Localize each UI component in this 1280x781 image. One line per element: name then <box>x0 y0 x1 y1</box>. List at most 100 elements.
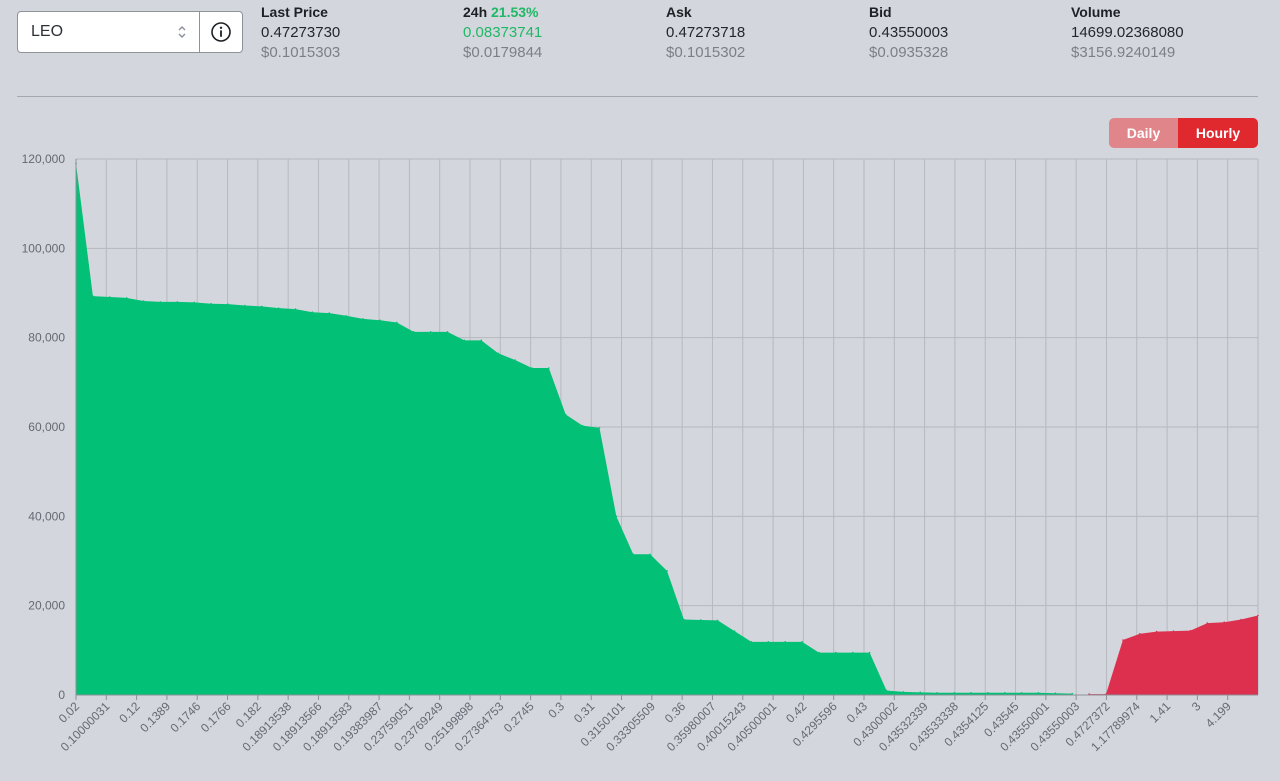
bid-data-point <box>818 651 820 654</box>
bid-data-point <box>970 691 972 694</box>
stat-label: Last Price <box>261 4 328 20</box>
header-divider <box>17 96 1258 97</box>
bid-data-point <box>294 308 297 310</box>
bid-data-point <box>92 295 94 297</box>
x-tick-label: 0.43 <box>844 699 871 726</box>
bid-data-point <box>868 651 871 654</box>
bid-data-point <box>919 691 922 694</box>
bid-data-point <box>328 312 331 314</box>
y-tick-label: 60,000 <box>28 420 65 434</box>
x-tick-label: 0.36 <box>662 699 689 726</box>
bid-data-point <box>463 339 466 342</box>
y-tick-label: 80,000 <box>28 331 65 345</box>
bid-data-point <box>227 303 229 305</box>
asset-selector[interactable]: LEO <box>17 11 243 53</box>
bid-data-point <box>767 641 770 643</box>
x-tick-label: 0.3 <box>545 699 567 721</box>
y-tick-label: 120,000 <box>22 152 66 166</box>
x-tick-label: 0.1766 <box>198 699 234 735</box>
bid-data-point <box>396 321 398 324</box>
x-tick-label: 0.1389 <box>137 699 173 735</box>
stat-value: 0.08373741 <box>463 24 543 41</box>
bid-data-point <box>902 691 905 693</box>
bid-data-point <box>548 367 550 369</box>
bid-data-point <box>801 641 803 643</box>
bid-data-point <box>345 314 347 317</box>
stat-usd-value: $0.0179844 <box>463 44 543 61</box>
bid-data-point <box>649 553 651 556</box>
stat-24h: 24h 21.53% 0.08373741 $0.0179844 <box>463 4 542 61</box>
bid-data-point <box>244 304 246 307</box>
asset-dropdown[interactable]: LEO <box>18 12 199 52</box>
ask-data-point <box>1240 618 1242 621</box>
stat-value: 0.47273718 <box>666 24 746 41</box>
bid-data-point <box>446 331 449 333</box>
info-button[interactable] <box>199 12 242 52</box>
hourly-button[interactable]: Hourly <box>1178 118 1258 148</box>
stat-volume: Volume 14699.02368080 $3156.9240149 <box>1071 4 1184 61</box>
bid-data-point <box>1054 692 1057 695</box>
bid-data-point <box>176 301 179 303</box>
x-tick-label: 0.12 <box>116 699 143 726</box>
stat-value: 0.43550003 <box>869 24 949 41</box>
bid-data-point <box>277 307 280 309</box>
stat-label: Ask <box>666 4 692 20</box>
x-tick-label: 0.02 <box>56 699 83 726</box>
bid-data-point <box>514 359 516 361</box>
bid-data-point <box>480 339 483 342</box>
y-tick-label: 0 <box>58 688 65 702</box>
y-tick-label: 100,000 <box>22 241 66 255</box>
ask-data-point <box>1257 614 1259 617</box>
ask-data-point <box>1206 622 1209 624</box>
y-tick-label: 40,000 <box>28 509 65 523</box>
chevron-up-down-icon <box>177 24 187 40</box>
y-tick-label: 20,000 <box>28 599 65 613</box>
x-tick-label: 3 <box>1189 699 1204 714</box>
ask-data-point <box>1155 630 1158 633</box>
stat-usd-value: $0.0935328 <box>869 44 949 61</box>
x-tick-label: 0.1746 <box>167 699 203 735</box>
bid-data-point <box>193 301 195 304</box>
daily-button[interactable]: Daily <box>1109 118 1178 148</box>
info-icon <box>211 22 231 42</box>
bid-data-point <box>784 641 786 643</box>
stat-24h-label: 24h <box>463 4 488 20</box>
stat-label: Bid <box>869 4 892 20</box>
bid-data-point <box>531 367 533 369</box>
ask-data-point <box>1122 639 1124 641</box>
ask-data-point <box>1139 633 1141 635</box>
bid-data-point <box>311 311 314 314</box>
bid-data-point <box>987 691 989 694</box>
interval-toggle: Daily Hourly <box>1109 118 1258 148</box>
bid-data-point <box>750 641 753 643</box>
bid-data-point <box>936 691 938 694</box>
bid-data-point <box>716 619 719 622</box>
bid-data-point <box>953 691 955 694</box>
bid-data-point <box>835 651 837 654</box>
bid-data-point <box>851 651 854 654</box>
ask-data-point <box>1189 629 1192 632</box>
bid-data-point <box>497 352 499 355</box>
x-tick-label: 0.2745 <box>501 699 537 735</box>
bid-data-point <box>108 296 111 298</box>
stat-usd-value: $0.1015303 <box>261 44 341 61</box>
stat-label: Volume <box>1071 4 1121 20</box>
stat-value: 14699.02368080 <box>1071 24 1184 41</box>
bid-data-point <box>159 301 162 303</box>
bid-data-point <box>1037 691 1040 694</box>
bid-data-point <box>1020 691 1023 694</box>
bid-depth-area <box>76 163 1073 695</box>
bid-data-point <box>142 300 145 302</box>
bid-data-point <box>581 424 584 427</box>
x-tick-label: 0.31 <box>571 699 598 726</box>
bid-data-point <box>666 570 668 572</box>
bid-data-point <box>362 318 364 320</box>
stat-last-price: Last Price 0.47273730 $0.1015303 <box>261 4 340 61</box>
bid-data-point <box>412 331 415 333</box>
bid-data-point <box>379 319 381 322</box>
bid-data-point <box>733 630 736 632</box>
bid-data-point <box>598 427 601 429</box>
bid-data-point <box>885 689 888 692</box>
bid-data-point <box>260 305 263 308</box>
stat-value: 0.47273730 <box>261 24 341 41</box>
